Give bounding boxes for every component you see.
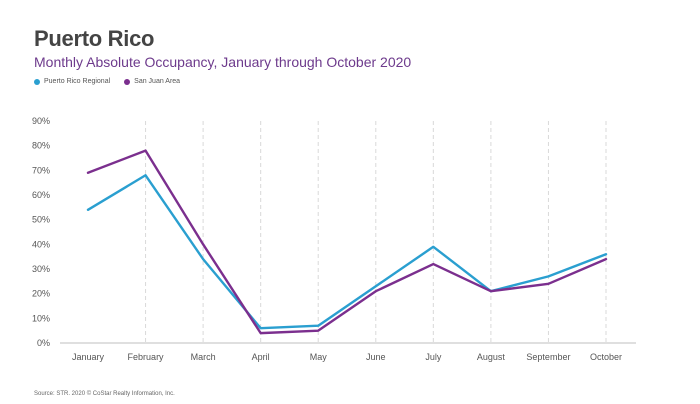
source-note: Source: STR. 2020 © CoStar Realty Inform… [34,391,175,397]
chart-title: Puerto Rico [34,26,155,51]
legend-item-sanjuan: San Juan Area [124,78,180,85]
series-line-regional [86,174,608,330]
x-tick-label: April [252,352,270,362]
y-tick-label: 50% [32,215,50,225]
x-tick-label: March [191,352,216,362]
legend-dot-regional-icon [34,78,40,85]
x-tick-label: June [366,352,386,362]
y-tick-label: 90% [32,116,50,126]
x-tick-label: January [72,352,105,362]
y-tick-label: 10% [32,313,50,323]
legend-label-regional: Puerto Rico Regional [44,78,111,85]
x-tick-label: May [310,352,328,362]
legend-dot-sanjuan-icon [124,78,131,85]
chart-subtitle: Monthly Absolute Occupancy, January thro… [34,54,412,70]
x-tick-label: September [526,352,570,362]
y-tick-label: 60% [32,190,50,200]
x-tick-label: August [477,352,506,362]
y-tick-label: 20% [32,289,50,299]
series-line-sanjuan [86,149,608,335]
y-tick-label: 30% [32,264,50,274]
x-tick-label: July [425,352,442,362]
legend-label-sanjuan: San Juan Area [134,78,181,85]
y-tick-label: 80% [32,141,50,151]
chart-legend: Puerto Rico Regional San Juan Area [34,78,180,85]
x-tick-label: October [590,352,622,362]
legend-item-regional: Puerto Rico Regional [34,78,110,85]
y-tick-label: 40% [32,239,50,249]
y-tick-label: 70% [32,165,50,175]
x-tick-label: February [128,352,165,362]
y-tick-label: 0% [37,338,50,348]
